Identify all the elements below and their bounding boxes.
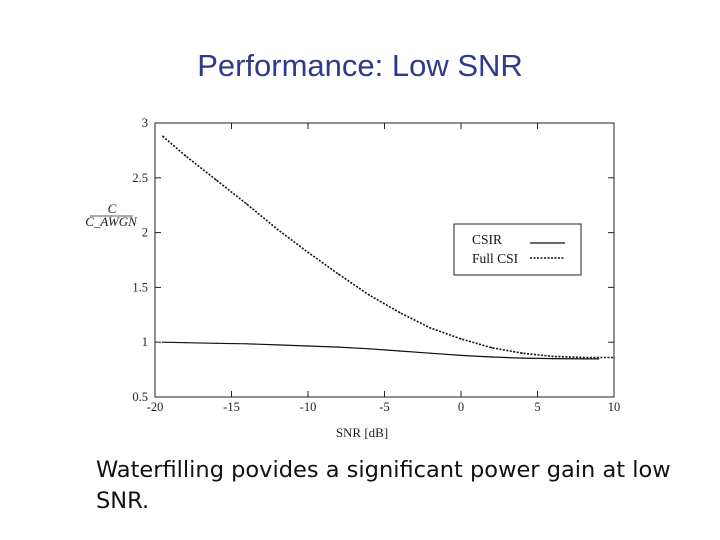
x-axis-ticks: -20 -15 -10 -5 0 5 10 xyxy=(147,123,621,414)
data-point-csir xyxy=(246,343,248,345)
y-tick-label: 2.5 xyxy=(132,171,148,185)
data-point-full-csi xyxy=(582,356,585,359)
data-point-csir xyxy=(276,344,279,346)
data-point-csir xyxy=(490,356,493,358)
data-point-full-csi xyxy=(307,251,309,253)
data-point-csir xyxy=(184,342,187,344)
series-line-full-csi xyxy=(162,135,614,359)
data-point-full-csi xyxy=(184,155,187,157)
y-axis-label-numerator: C xyxy=(108,201,117,216)
data-point-full-csi xyxy=(368,294,370,296)
y-tick-label: 2 xyxy=(142,226,148,240)
data-point-csir xyxy=(368,348,370,350)
data-point-csir xyxy=(307,345,309,347)
data-point-full-csi xyxy=(460,338,462,340)
data-point-csir xyxy=(582,358,585,360)
legend-box xyxy=(453,223,582,276)
data-point-full-csi xyxy=(429,327,432,329)
data-point-csir xyxy=(337,346,340,348)
y-axis-label-denominator: C_AWGN xyxy=(85,214,138,229)
data-point-csir xyxy=(162,341,164,343)
x-tick-label: -20 xyxy=(147,400,164,414)
data-point-csir xyxy=(215,342,217,344)
data-point-full-csi xyxy=(246,203,248,205)
series-layer xyxy=(162,135,615,360)
x-tick-label: -15 xyxy=(223,400,240,414)
slide-title: Performance: Low SNR xyxy=(197,48,523,83)
y-tick-label: 0.5 xyxy=(132,390,148,404)
data-point-full-csi xyxy=(162,135,164,137)
legend-label-full-csi: Full CSI xyxy=(472,251,519,266)
data-point-csir xyxy=(399,350,401,352)
caption-text: Waterfilling povides a significant power… xyxy=(96,457,671,514)
y-axis-label: C C_AWGN xyxy=(85,201,138,229)
data-point-csir xyxy=(521,357,523,359)
x-tick-label: 0 xyxy=(458,400,464,414)
x-tick-label: -10 xyxy=(300,400,317,414)
x-tick-label: 10 xyxy=(608,400,621,414)
x-axis-label: SNR [dB] xyxy=(336,425,388,440)
data-point-csir xyxy=(429,352,432,354)
data-point-full-csi xyxy=(337,273,340,275)
series-line-csir xyxy=(162,341,599,360)
x-tick-label: 5 xyxy=(534,400,540,414)
legend: CSIR Full CSI xyxy=(453,223,582,276)
data-point-full-csi xyxy=(399,311,401,314)
y-tick-label: 3 xyxy=(142,116,148,130)
data-point-full-csi xyxy=(276,228,279,230)
y-axis-ticks: 0.5 1 1.5 2 2.5 3 xyxy=(132,116,614,404)
y-tick-label: 1 xyxy=(142,335,148,349)
data-point-full-csi xyxy=(215,179,217,181)
line-chart: -20 -15 -10 -5 0 5 10 0.5 1 1.5 2 2.5 3 SNR [dB] C … xyxy=(85,116,621,440)
data-point-csir xyxy=(552,357,554,360)
x-tick-label: -5 xyxy=(379,400,389,414)
data-point-full-csi xyxy=(490,347,493,349)
y-tick-label: 1.5 xyxy=(132,280,148,294)
data-point-csir xyxy=(598,358,600,360)
legend-label-csir: CSIR xyxy=(472,232,502,247)
data-point-csir xyxy=(460,354,462,357)
data-point-full-csi xyxy=(521,352,523,354)
data-point-full-csi xyxy=(613,356,615,359)
data-point-full-csi xyxy=(552,355,554,358)
